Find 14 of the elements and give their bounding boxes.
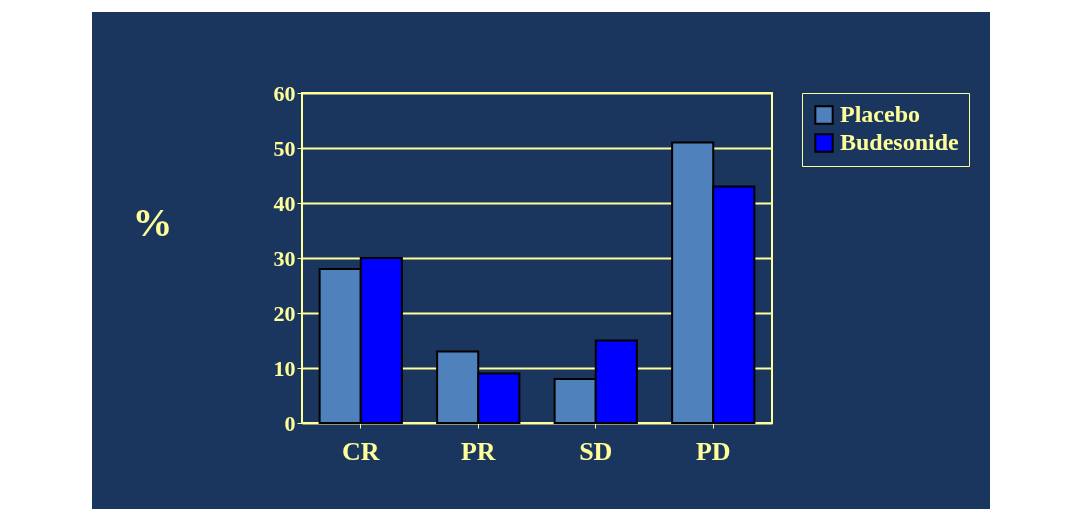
y-tick-label: 60 — [273, 80, 296, 106]
legend-label: Placebo — [840, 101, 920, 127]
y-tick-label: 20 — [273, 300, 296, 326]
x-tick-label: PD — [695, 436, 731, 466]
x-tick-label: CR — [341, 436, 380, 466]
y-axis-title: % — [132, 199, 173, 245]
x-tick-label: PR — [460, 436, 496, 466]
legend-label: Budesonide — [840, 129, 960, 155]
y-tick-label: 10 — [273, 355, 296, 381]
y-tick-label: 50 — [273, 135, 296, 161]
y-tick-label: 40 — [273, 190, 296, 216]
x-tick-label: SD — [579, 436, 613, 466]
y-tick-label: 0 — [284, 410, 296, 436]
y-tick-label: 30 — [273, 245, 296, 271]
